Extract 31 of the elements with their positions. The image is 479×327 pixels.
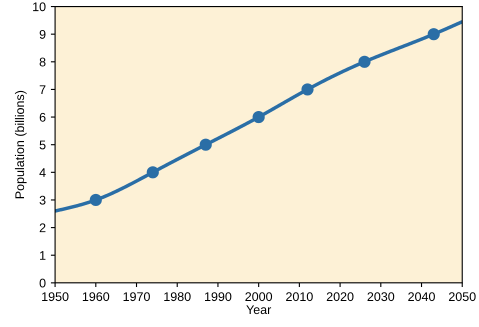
point (146, 166, 159, 178)
y-tick-label: 0 (40, 278, 46, 288)
point (428, 28, 440, 40)
point (200, 138, 212, 151)
y-tick-label: 1 (40, 251, 46, 260)
point (358, 56, 371, 68)
x-tick-label: 2030 (368, 292, 394, 302)
x-tick-label: 1970 (124, 292, 150, 302)
x-tick-label: 2020 (326, 292, 354, 302)
point (90, 194, 102, 206)
y-tick-label: 7 (40, 85, 46, 94)
y-tick-label: 2 (40, 223, 46, 232)
x-tick-label: 2050 (448, 292, 476, 302)
x-tick-label: 2040 (408, 292, 435, 302)
y-tick-label: 6 (40, 112, 46, 122)
y-axis-title: Population (billions) (14, 90, 27, 198)
point (252, 110, 265, 124)
x-tick-label: 1990 (204, 292, 232, 302)
x-tick-label: 1960 (82, 292, 110, 302)
y-tick-label: 8 (40, 58, 46, 66)
x-tick-label: 2000 (245, 292, 272, 302)
y-tick-label: 3 (40, 196, 46, 205)
point (301, 83, 314, 96)
x-tick-label: 1950 (42, 292, 68, 302)
y-tick-label: 4 (39, 168, 46, 177)
x-tick-label: 2010 (286, 292, 313, 302)
x-tick-label: 1980 (164, 292, 191, 302)
y-tick-label: 9 (40, 30, 46, 39)
x-axis-title: Year (246, 305, 272, 314)
y-tick-label: 10 (33, 2, 46, 12)
y-tick-label: 5 (40, 140, 46, 150)
